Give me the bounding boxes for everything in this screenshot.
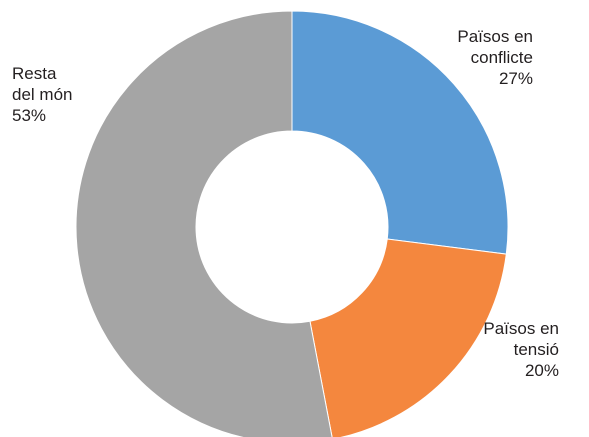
label-tension-line-1: Països en <box>483 319 559 338</box>
slice-conflict <box>291 10 509 255</box>
label-conflict-line-1: Països en <box>457 27 533 46</box>
label-rest-line-1: Resta <box>12 64 57 83</box>
label-tension-value: 20% <box>524 361 559 380</box>
label-conflict-line-2: conflicte <box>470 48 533 67</box>
label-tension-line-2: tensió <box>513 340 559 359</box>
slice-tension <box>309 238 507 437</box>
label-rest-value: 53% <box>12 106 47 125</box>
label-tension: Països en tensió 20% <box>483 318 559 381</box>
slice-rest-of-world <box>75 10 333 437</box>
label-rest-line-2: del món <box>12 85 73 104</box>
label-conflict-value: 27% <box>498 69 533 88</box>
label-conflict: Països en conflicte 27% <box>457 26 533 89</box>
label-rest-of-world: Resta del món 53% <box>12 63 72 126</box>
